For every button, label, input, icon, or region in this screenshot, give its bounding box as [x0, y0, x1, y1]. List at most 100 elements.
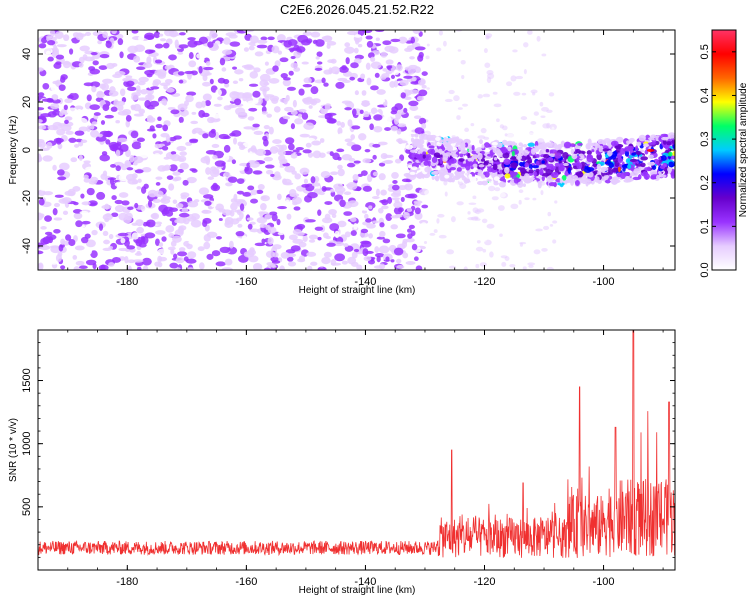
- signal-cell: [464, 142, 469, 148]
- spectrogram-cell: [138, 242, 147, 248]
- spectrogram-cell: [102, 78, 113, 84]
- spectrogram-cell: [291, 170, 297, 175]
- spectrogram-cell: [85, 166, 96, 172]
- signal-cell: [427, 148, 436, 155]
- spectrogram-cell: [308, 234, 319, 240]
- spectrogram-cell: [157, 116, 162, 122]
- spectrogram-cell: [424, 51, 430, 55]
- signal-cell: [469, 176, 477, 184]
- spectrogram-cell: [644, 123, 649, 128]
- signal-cell: [624, 150, 630, 157]
- spectrogram-cell: [341, 100, 353, 105]
- spectrogram-cell: [413, 115, 422, 120]
- spectrogram-cell: [146, 116, 156, 123]
- spectrogram-cell: [380, 51, 388, 58]
- spectrogram-cell: [38, 262, 44, 270]
- spectrogram-cell: [467, 211, 471, 215]
- spectrogram-cell: [414, 46, 426, 51]
- spectrogram-cell: [308, 239, 316, 243]
- spectrogram-cell: [277, 205, 288, 210]
- signal-cell: [601, 167, 606, 174]
- spectrogram-cell: [379, 230, 386, 238]
- spectrogram-cell: [556, 216, 561, 221]
- spectrogram-cell: [166, 87, 175, 93]
- snr-series-line: [38, 330, 675, 558]
- spectrogram-cell: [392, 180, 398, 184]
- spectrogram-cell: [345, 57, 350, 65]
- spectrogram-cell: [85, 31, 92, 36]
- signal-cell: [594, 143, 601, 149]
- signal-cell: [569, 143, 576, 147]
- spectrogram-cell: [145, 219, 156, 228]
- spectrogram-cell: [50, 103, 60, 110]
- x-tick-label: -160: [235, 576, 257, 588]
- spectrogram-cell: [52, 208, 58, 216]
- signal-cell: [418, 144, 423, 149]
- spectrogram-cell: [528, 264, 534, 269]
- spectrogram-cell: [408, 64, 418, 70]
- spectrogram-cell: [252, 263, 263, 270]
- spectrogram-cell: [92, 60, 99, 66]
- spectrogram-cell: [268, 77, 280, 84]
- spectrogram-cell: [201, 209, 209, 214]
- spectrogram-cell: [143, 148, 151, 152]
- signal-cell: [554, 152, 562, 159]
- spectrogram-cell: [657, 151, 661, 157]
- spectrogram-cell: [385, 213, 393, 221]
- spectrogram-cell: [57, 169, 65, 176]
- signal-cell: [534, 145, 540, 152]
- signal-cell: [543, 153, 550, 159]
- spectrogram-cell: [390, 38, 401, 43]
- spectrogram-cell: [202, 217, 212, 224]
- spectrogram-cell: [519, 242, 523, 247]
- spectrogram-cell: [287, 39, 298, 46]
- spectrogram-cell: [370, 107, 378, 115]
- signal-cell: [667, 132, 675, 139]
- spectrogram-cell: [57, 176, 67, 181]
- spectrogram-cell: [114, 181, 126, 188]
- spectrogram-cell: [271, 213, 278, 222]
- spectrogram-cell: [260, 195, 270, 202]
- spectrogram-cell: [401, 178, 411, 183]
- spectrogram-cell: [117, 232, 129, 237]
- y-tick-label: 500: [21, 498, 33, 516]
- spectrogram-cell: [417, 79, 426, 86]
- spectrogram-cell: [337, 164, 343, 170]
- spectrogram-cell: [46, 141, 53, 149]
- spectrogram-cell: [280, 72, 288, 79]
- spectrogram-cell: [264, 214, 272, 220]
- spectrogram-cell: [303, 77, 312, 84]
- spectrogram-cell: [346, 162, 356, 168]
- spectrogram-cell: [324, 213, 331, 221]
- spectrogram-cell: [232, 80, 239, 85]
- spectrogram-cell: [380, 75, 387, 80]
- spectrogram-cell: [546, 266, 554, 270]
- spectrogram-cell: [99, 83, 106, 89]
- spectrogram-cell: [538, 196, 546, 203]
- signal-cell: [575, 148, 581, 154]
- spectrogram-cell: [319, 138, 325, 143]
- spectrogram-cell: [438, 30, 443, 36]
- spectrogram-cell: [126, 245, 136, 250]
- spectrogram-cell: [527, 262, 536, 266]
- spectrogram-cell: [247, 100, 259, 105]
- signal-cell: [549, 142, 558, 149]
- signal-cell: [524, 162, 529, 168]
- spectrogram-cell: [284, 116, 291, 120]
- spectrogram-cell: [260, 36, 268, 41]
- spectrogram-cell: [243, 47, 250, 52]
- signal-cell: [422, 154, 426, 159]
- spectrogram-cell: [121, 200, 130, 206]
- spectrogram-cell: [638, 249, 644, 252]
- spectrogram-cell: [272, 252, 279, 258]
- spectrogram-cell: [125, 119, 131, 128]
- spectrogram-cell: [105, 40, 112, 49]
- spectrogram-cell: [487, 72, 495, 80]
- signal-cell: [448, 159, 452, 166]
- spectrogram-cell: [361, 100, 370, 108]
- spectrogram-cell: [499, 192, 506, 198]
- spectrogram-cell: [253, 130, 264, 136]
- signal-cell: [423, 160, 429, 166]
- spectrogram-cell: [105, 139, 111, 145]
- signal-cell: [643, 143, 649, 148]
